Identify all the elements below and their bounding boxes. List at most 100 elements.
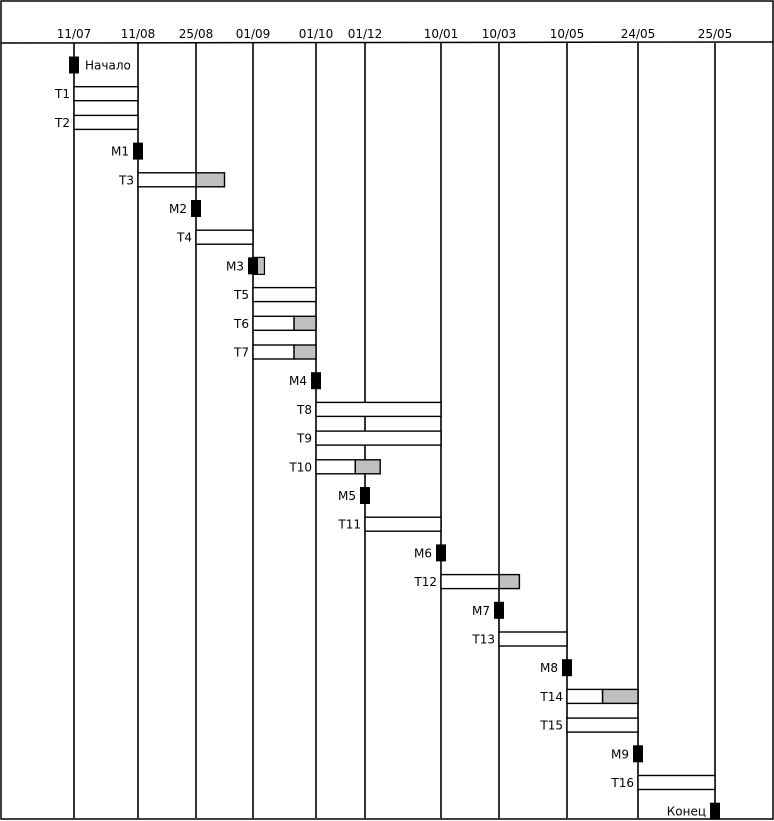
milestone-marker [710,802,720,820]
milestone-label: M8 [540,661,558,675]
task-bar [440,573,500,590]
task-row: T13 [471,631,568,647]
milestone-row: M9 [611,745,643,763]
task-row: T7 [233,344,317,360]
milestone-marker [360,487,370,504]
task-row: T15 [539,717,639,733]
task-slack-bar [195,172,226,188]
task-label: T15 [539,719,563,733]
task-bar [315,459,356,475]
task-label: T6 [233,317,249,331]
task-bar [73,85,139,102]
milestone-row: M2 [169,200,201,217]
task-row: T8 [296,401,442,418]
milestone-row: M5 [338,487,370,504]
task-row: T4 [176,229,254,245]
milestone-marker [494,601,504,619]
date-label: 25/08 [179,27,214,41]
timeline-date-labels: 11/07 11/08 25/08 01/09 01/10 01/12 10/01 10/03… [57,27,733,41]
milestone-label: M9 [611,747,629,761]
milestone-row: M4 [289,372,321,390]
task-row: T12 [413,573,521,590]
milestone-row: Конец [667,802,720,820]
task-bar [195,229,254,245]
task-bar [252,315,295,331]
milestone-marker [133,142,143,160]
task-row: T10 [288,459,381,475]
milestone-marker [248,257,258,275]
milestone-label: M5 [338,489,356,503]
header-divider [0,41,774,44]
task-bar [566,717,639,733]
task-row: T14 [539,688,639,705]
date-label: 01/09 [236,27,271,41]
task-bar [315,430,442,446]
date-label: 10/01 [424,27,459,41]
task-row: T2 [54,114,139,131]
task-slack-bar [293,315,317,331]
task-row: T5 [233,286,317,303]
milestone-row: Начало [69,56,131,74]
task-bar [315,401,442,418]
date-label: 11/07 [57,27,92,41]
milestone-label: M2 [169,202,187,216]
task-label: T1 [54,87,70,101]
task-bar [364,516,442,532]
task-slack-bar [601,688,639,705]
task-label: T13 [471,633,495,647]
task-label: T5 [233,288,249,302]
task-label: T4 [176,231,192,245]
milestone-marker [69,56,79,74]
task-bar [252,344,295,360]
milestone-marker [311,372,321,390]
task-row: T3 [118,172,226,188]
task-row: T9 [296,430,442,446]
task-label: T2 [54,116,70,130]
timeline-grid-lines [73,43,716,818]
task-rows: Начало T1 T2 M1 T3 M2 T4 M3 T5 T6 T7 M4 T8 T9 T10 M5 T11… [54,56,720,820]
task-label: T9 [296,432,312,446]
task-label: T12 [413,575,437,589]
milestone-row: M1 [111,142,143,160]
task-bar [566,688,604,705]
milestone-row: M7 [472,601,504,619]
milestone-label: M1 [111,145,129,159]
date-label: 24/05 [621,27,656,41]
date-label: 01/10 [299,27,334,41]
milestone-label: M6 [414,546,432,560]
milestone-marker [191,200,201,217]
task-bar [637,774,716,791]
milestone-marker [436,544,446,562]
milestone-row: M3 [226,256,266,275]
milestone-label: M7 [472,604,490,618]
task-bar [137,172,197,188]
task-slack-bar [293,344,317,360]
milestone-label: M4 [289,374,307,388]
milestone-marker [562,659,572,677]
task-label: T7 [233,346,249,360]
task-label: T10 [288,460,312,474]
task-row: T6 [233,315,317,331]
task-row: T11 [337,516,442,532]
task-label: T16 [610,776,634,790]
task-label: T11 [337,518,361,532]
milestone-label: Конец [667,805,706,819]
task-slack-bar [354,459,381,475]
date-label: 25/05 [698,27,733,41]
task-label: T14 [539,690,563,704]
task-slack-bar [498,573,521,590]
date-label: 10/05 [550,27,585,41]
milestone-marker [633,745,643,763]
task-label: T3 [118,173,134,187]
task-label: T8 [296,403,312,417]
task-bar [73,114,139,131]
milestone-row: M6 [414,544,446,562]
task-row: T1 [54,85,139,102]
date-label: 10/03 [482,27,517,41]
task-bar [252,286,317,303]
task-row: T16 [610,774,716,791]
milestone-row: M8 [540,659,572,677]
task-bar [498,631,568,647]
milestone-label: Начало [85,59,131,73]
